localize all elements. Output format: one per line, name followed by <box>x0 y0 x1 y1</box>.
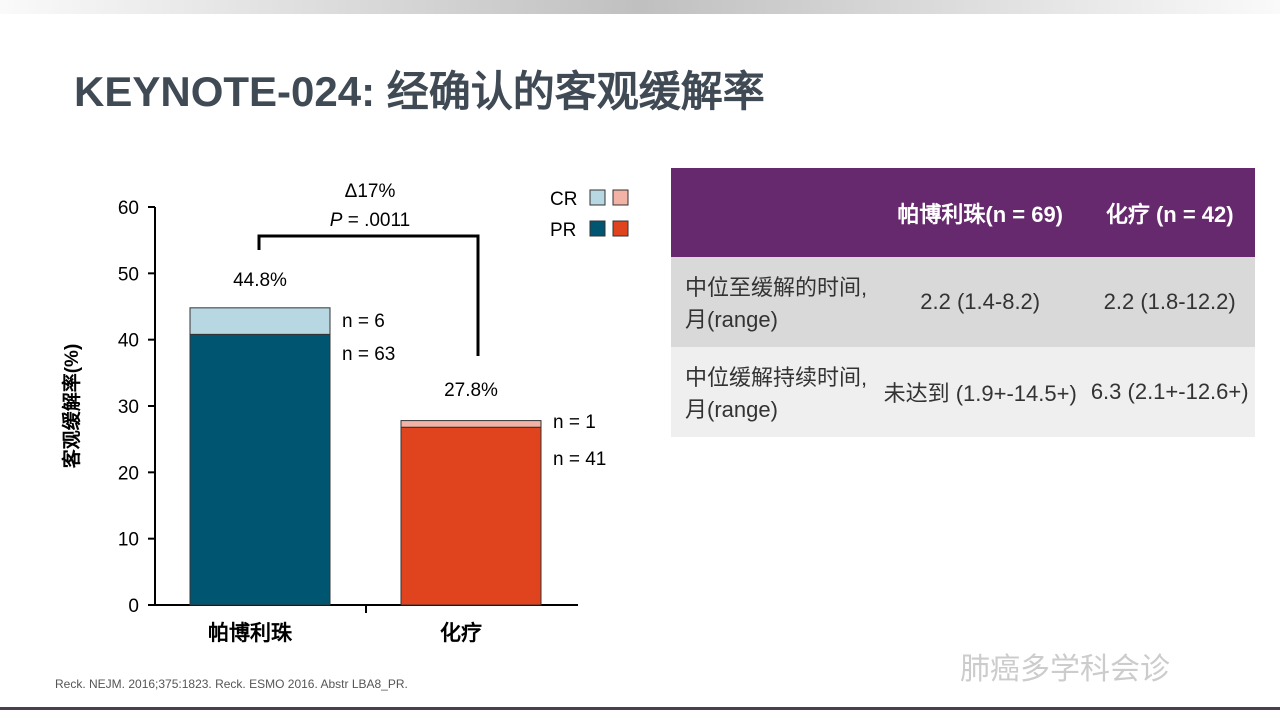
watermark: 肺癌多学科会诊 <box>960 653 1170 686</box>
table-row: 中位至缓解的时间, 月(range) 2.2 (1.4-8.2) 2.2 (1.… <box>671 257 1255 347</box>
y-tick-label: 30 <box>118 397 139 418</box>
p-symbol: P <box>330 210 343 231</box>
legend-swatch <box>612 189 629 206</box>
legend-swatch <box>589 189 606 206</box>
legend-swatch <box>612 220 629 237</box>
bar-chart: 0 10 20 30 40 50 60 客观缓解率(%) n = 63 n = 6 44.8% 帕博利… <box>60 181 629 645</box>
y-axis-label: 客观缓解率(%) <box>60 344 83 469</box>
header-chemo: 化疗 (n = 42) <box>1084 168 1255 257</box>
y-tick-label: 40 <box>118 331 139 352</box>
cell: 2.2 (1.8-12.2) <box>1084 257 1255 347</box>
n-label: n = 41 <box>553 449 606 470</box>
header-pembro: 帕博利珠(n = 69) <box>876 168 1085 257</box>
row-label: 中位缓解持续时间, 月(range) <box>671 347 876 437</box>
n-label: n = 1 <box>553 412 596 433</box>
response-table: 帕博利珠(n = 69) 化疗 (n = 42) 中位至缓解的时间, 月(ran… <box>671 168 1255 437</box>
cell: 2.2 (1.4-8.2) <box>876 257 1085 347</box>
legend-label: CR <box>550 189 577 210</box>
comparison-bracket <box>257 234 480 356</box>
total-label: 44.8% <box>233 270 287 291</box>
bottom-line <box>0 707 1280 710</box>
y-tick-label: 10 <box>118 530 139 551</box>
bar-cr <box>400 420 542 428</box>
row-label: 中位至缓解的时间, 月(range) <box>671 257 876 347</box>
delta-label: Δ17% <box>345 181 396 202</box>
header-empty <box>671 168 876 257</box>
y-tick-label: 50 <box>118 264 139 285</box>
table-row: 中位缓解持续时间, 月(range) 未达到 (1.9+-14.5+) 6.3 … <box>671 347 1255 437</box>
y-tick-label: 60 <box>118 198 139 219</box>
total-label: 27.8% <box>444 380 498 401</box>
cell: 未达到 (1.9+-14.5+) <box>876 347 1085 437</box>
y-tick-label: 20 <box>118 463 139 484</box>
x-category-label: 化疗 <box>440 621 482 645</box>
legend-label: PR <box>550 220 576 241</box>
reference: Reck. NEJM. 2016;375:1823. Reck. ESMO 20… <box>55 677 408 691</box>
bar-cr <box>189 307 331 335</box>
n-label: n = 6 <box>342 311 385 332</box>
bar-pr <box>189 333 331 606</box>
cell: 6.3 (2.1+-12.6+) <box>1084 347 1255 437</box>
p-value-label: P = .0011 <box>330 210 410 231</box>
x-category-label: 帕博利珠 <box>208 621 293 645</box>
legend-swatch <box>589 220 606 237</box>
p-value: = .0011 <box>342 210 410 231</box>
bar-pr <box>400 426 542 606</box>
n-label: n = 63 <box>342 344 395 365</box>
page-title: KEYNOTE-024: 经确认的客观缓解率 <box>74 68 765 115</box>
y-tick-label: 0 <box>128 596 139 617</box>
top-bar <box>0 0 1280 14</box>
